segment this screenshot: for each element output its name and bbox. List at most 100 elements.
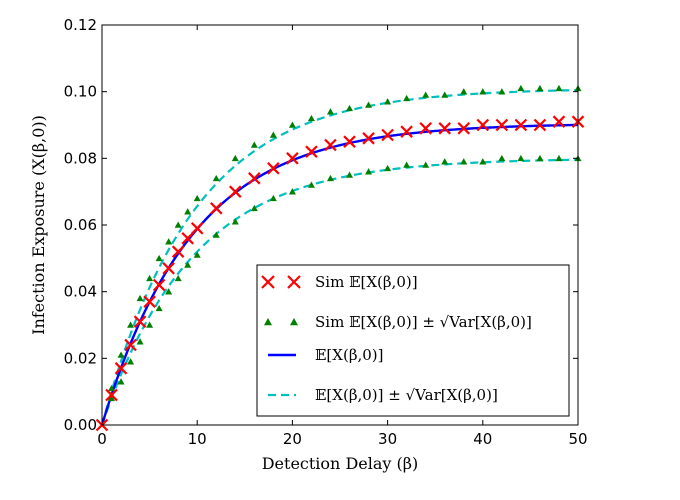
sim-band-lower-point xyxy=(365,168,373,175)
sim-mean-point xyxy=(209,202,223,215)
sim-band-upper-point xyxy=(536,84,544,92)
y-tick-label: 0.02 xyxy=(64,349,97,367)
legend-swatch-sim-band xyxy=(264,318,272,326)
sim-band-lower-point xyxy=(479,158,487,165)
legend-label-sim-mean: Sim 𝔼[X(β,0)] xyxy=(315,273,418,291)
legend-swatch-sim-mean xyxy=(287,275,301,289)
sim-band-upper-point xyxy=(384,98,392,105)
sim-band-lower-point xyxy=(460,158,468,165)
legend-label-band: 𝔼[X(β,0)] ± √Var[X(β,0)] xyxy=(315,386,498,404)
sim-band-lower-point xyxy=(441,158,449,165)
x-axis-label: Detection Delay (β) xyxy=(262,454,419,473)
sim-mean-point xyxy=(286,152,299,165)
sim-band-lower-point xyxy=(422,161,430,168)
x-tick-label: 50 xyxy=(568,430,587,448)
sim-mean-point xyxy=(171,245,185,258)
sim-mean-point xyxy=(105,388,118,402)
sim-mean-point xyxy=(400,125,413,138)
sim-band-upper-point xyxy=(460,88,468,95)
sim-band-lower-point xyxy=(146,321,154,328)
sim-band-upper-point xyxy=(517,84,525,92)
sim-band-upper-point xyxy=(193,194,201,202)
y-tick-label: 0.08 xyxy=(64,149,97,167)
sim-mean-point xyxy=(305,145,318,158)
legend-swatch-sim-mean xyxy=(261,275,275,289)
legend-box xyxy=(256,264,570,417)
sim-band-upper-point xyxy=(136,294,144,302)
sim-band-lower-point xyxy=(384,164,392,172)
sim-band-upper-point xyxy=(498,88,506,95)
sim-mean-point xyxy=(248,172,261,185)
plot-area xyxy=(95,84,585,432)
sim-band-lower-point xyxy=(288,188,296,195)
sim-band-upper-point xyxy=(269,131,277,138)
sim-band-upper-point xyxy=(212,174,220,182)
sim-band-upper-point xyxy=(174,221,182,228)
sim-mean-point xyxy=(438,122,451,135)
legend: Sim 𝔼[X(β,0)] Sim 𝔼[X(β,0)] ± √Var[X(β,0… xyxy=(256,264,570,417)
sim-mean-point xyxy=(476,118,490,132)
sim-band-lower-point xyxy=(136,338,144,345)
y-tick-label: 0.00 xyxy=(64,416,97,434)
x-tick-label: 0 xyxy=(97,430,107,448)
sim-mean-point xyxy=(381,128,394,142)
sim-band-lower-point xyxy=(346,171,354,178)
sim-band-lower-point xyxy=(326,174,334,182)
sim-band-upper-point xyxy=(346,104,354,112)
sim-band-lower-point xyxy=(250,204,258,212)
sim-band-lower-point xyxy=(536,154,544,162)
sim-mean-point xyxy=(419,122,432,135)
sim-band-upper-point xyxy=(288,121,296,128)
sim-mean-point xyxy=(152,278,166,292)
x-tick-label: 10 xyxy=(188,430,207,448)
sim-band-lower-point xyxy=(231,218,239,225)
sim-band-lower-point xyxy=(269,194,277,202)
sim-band-upper-point xyxy=(184,208,192,215)
sim-mean-point xyxy=(533,118,547,132)
y-tick-label: 0.04 xyxy=(64,283,97,301)
sim-band-upper-point xyxy=(365,101,373,108)
sim-mean-point xyxy=(114,362,128,375)
sim-band-upper-point xyxy=(422,91,430,98)
sim-band-lower-point xyxy=(212,231,220,238)
sim-band-upper-point xyxy=(307,114,315,122)
sim-band-upper-point xyxy=(117,351,125,358)
sim-band-lower-point xyxy=(403,161,411,168)
sim-mean-point xyxy=(324,138,337,152)
x-tick-label: 20 xyxy=(283,430,302,448)
sim-mean-point xyxy=(190,222,204,235)
sim-mean-point xyxy=(362,132,375,145)
y-tick-label: 0.06 xyxy=(64,216,97,234)
sim-mean-point xyxy=(229,185,242,198)
sim-mean-point xyxy=(124,338,137,352)
sim-band-upper-point xyxy=(165,238,173,245)
sim-band-upper-point xyxy=(108,384,116,392)
legend-label-sim-band: Sim 𝔼[X(β,0)] ± √Var[X(β,0)] xyxy=(315,313,532,331)
sim-band-upper-point xyxy=(231,154,239,162)
sim-mean-point xyxy=(133,315,147,328)
sim-band-lower-point xyxy=(155,304,163,312)
sim-band-lower-point xyxy=(307,181,315,188)
sim-mean-point xyxy=(552,115,566,128)
y-axis-label: Infection Exposure (X(β,0)) xyxy=(29,115,48,335)
sim-mean-point xyxy=(457,122,471,135)
y-tick-label: 0.12 xyxy=(64,16,97,34)
sim-band-upper-point xyxy=(155,254,163,262)
sim-mean-point xyxy=(143,295,156,308)
sim-band-lower-point xyxy=(165,288,173,295)
legend-swatch-sim-band xyxy=(290,318,298,326)
sim-band-upper-point xyxy=(250,141,258,148)
sim-band-lower-point xyxy=(517,154,525,162)
axes-ticks: 0 10 20 30 40 50 0.00 0.02 0.04 0.06 0.08 0.10 0.12 xyxy=(64,16,588,448)
sim-band-lower-point xyxy=(174,274,182,282)
sim-band-upper-point xyxy=(127,321,135,328)
sim-mean-point xyxy=(514,118,528,132)
sim-mean-point xyxy=(343,135,356,148)
band-lower-line xyxy=(100,158,579,426)
sim-band-upper-point xyxy=(555,84,563,92)
x-tick-label: 30 xyxy=(378,430,397,448)
sim-band-upper-point xyxy=(146,274,154,282)
sim-band-upper-point xyxy=(479,88,487,95)
band-upper-line xyxy=(100,89,579,426)
sim-band-lower-point xyxy=(127,358,135,365)
